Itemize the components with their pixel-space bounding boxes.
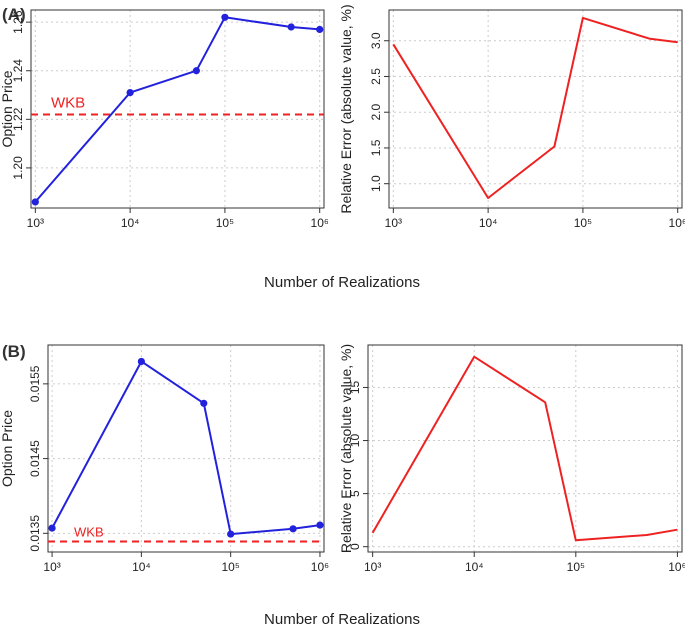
plot-frame <box>367 344 683 553</box>
y-tick-label: 1.26 <box>11 10 25 34</box>
data-point <box>137 357 145 366</box>
x-tick-label: 10⁶ <box>311 216 329 230</box>
x-tick-label: 10⁴ <box>479 216 498 230</box>
plot-frame <box>388 9 683 209</box>
x-tick-label: 10⁴ <box>132 560 151 574</box>
x-axis-label-a: Number of Realizations <box>264 274 420 291</box>
y-tick-label: 10 <box>348 434 362 448</box>
y-tick-label: 0.0155 <box>28 365 42 402</box>
data-point <box>316 25 324 34</box>
y-tick-label: 1.24 <box>11 59 25 83</box>
x-tick-label: 10⁵ <box>221 560 239 574</box>
x-tick-label: 10⁵ <box>567 560 585 574</box>
x-axis-label-b: Number of Realizations <box>264 611 420 627</box>
data-point <box>31 198 39 206</box>
panel-b-label: (B) <box>2 342 26 361</box>
y-axis-title: Option Price <box>0 70 15 147</box>
y-tick-label: 3.0 <box>369 32 383 49</box>
y-tick-label: 1.20 <box>11 156 25 180</box>
y-axis-title: Relative Error (absolute value, %) <box>338 344 354 553</box>
data-point <box>221 13 229 21</box>
series-line <box>34 16 320 203</box>
x-tick-label: 10⁵ <box>216 216 234 230</box>
data-point <box>48 524 56 532</box>
y-tick-label: 2.0 <box>369 104 383 121</box>
y-tick-label: 0.0145 <box>28 440 42 477</box>
x-tick-label: 10⁶ <box>669 216 685 230</box>
y-tick-label: 5 <box>348 490 362 497</box>
data-point <box>289 525 297 533</box>
data-point <box>287 23 295 31</box>
x-tick-label: 10³ <box>364 560 381 574</box>
y-tick-label: 2.5 <box>369 68 383 85</box>
x-tick-label: 10⁶ <box>311 560 329 574</box>
plot-frame <box>30 9 325 209</box>
y-tick-label: 0.0135 <box>28 515 42 552</box>
y-axis-title: Relative Error (absolute value, %) <box>338 4 354 213</box>
wkb-label: WKB <box>74 525 104 540</box>
panel-a-label: (A) <box>2 5 26 24</box>
data-point <box>227 530 235 538</box>
plot-frame <box>47 344 325 553</box>
x-tick-label: 10³ <box>27 216 44 230</box>
y-tick-label: 1.22 <box>11 107 25 131</box>
series-line <box>371 355 678 542</box>
y-axis-title: Option Price <box>0 410 15 487</box>
x-tick-label: 10³ <box>385 216 402 230</box>
y-tick-label: 1.5 <box>369 139 383 156</box>
y-tick-label: 0 <box>348 543 362 550</box>
data-point <box>192 67 200 75</box>
plot-a-option-price: 10³ 10⁴ 10⁵ 10⁶ 1.20 1.22 1.24 1.26 Option Price… <box>0 9 329 230</box>
x-tick-label: 10⁴ <box>121 216 140 230</box>
plot-a-relative-error: 10³ 10⁴ 10⁵ 10⁶ 1.0 1.5 2.0 2.5 3.0 Relative Erro… <box>338 4 685 230</box>
y-tick-label: 15 <box>348 380 362 394</box>
x-tick-label: 10⁴ <box>465 560 484 574</box>
data-point <box>316 521 324 529</box>
x-tick-label: 10⁵ <box>574 216 592 230</box>
y-tick-label: 1.0 <box>369 175 383 192</box>
x-tick-label: 10³ <box>43 560 60 574</box>
wkb-label: WKB <box>51 94 85 111</box>
plot-b-option-price: 10³ 10⁴ 10⁵ 10⁶ 0.0135 0.0145 0.0155 Option Pri… <box>0 344 329 574</box>
data-point <box>126 89 134 97</box>
x-tick-label: 10⁶ <box>668 560 685 574</box>
series-line <box>51 360 321 536</box>
data-point <box>200 399 208 407</box>
series-line <box>392 16 678 199</box>
